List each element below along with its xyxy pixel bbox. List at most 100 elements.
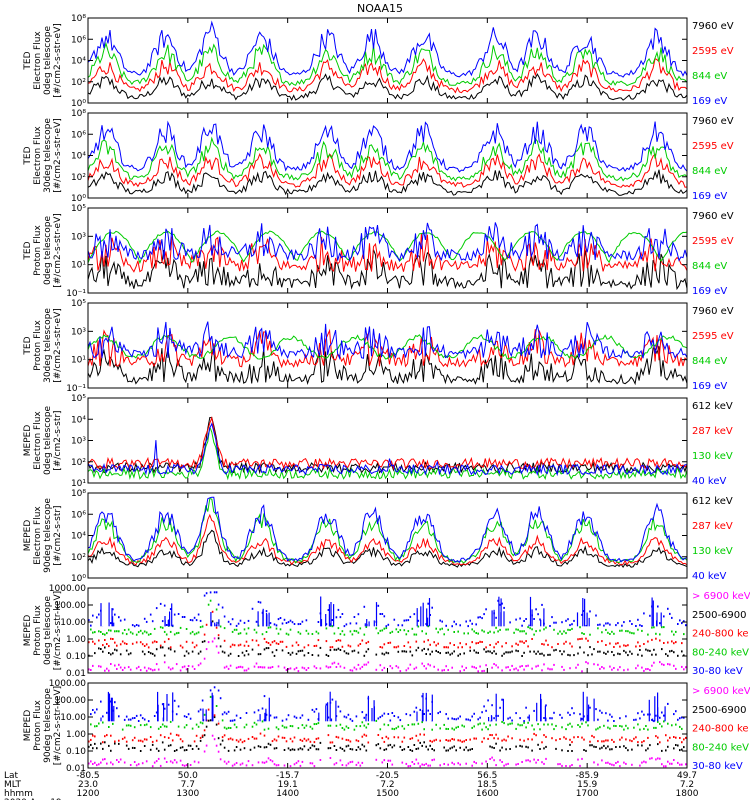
data-point (137, 739, 140, 742)
data-point (577, 638, 579, 641)
data-point (597, 663, 599, 666)
data-point (583, 651, 585, 654)
data-point (283, 749, 286, 751)
data-point (421, 649, 423, 652)
data-point (667, 663, 669, 666)
data-point (589, 740, 591, 743)
data-point (481, 617, 483, 620)
data-point (677, 761, 679, 764)
data-point (611, 668, 613, 671)
data-point (569, 642, 571, 645)
data-point (539, 629, 541, 632)
data-point (92, 614, 94, 617)
data-point (413, 763, 416, 765)
data-point (561, 632, 563, 635)
data-point (203, 633, 206, 636)
data-point (100, 761, 102, 764)
data-point (403, 619, 406, 622)
data-point (329, 646, 332, 649)
data-point (415, 734, 418, 737)
data-point (197, 652, 200, 655)
data-point (219, 743, 222, 746)
data-point (381, 646, 384, 649)
data-point (106, 632, 108, 635)
data-point (559, 630, 561, 633)
data-point (495, 626, 497, 629)
data-point (457, 654, 459, 657)
data-point (329, 724, 332, 727)
data-point (143, 738, 146, 741)
data-point (339, 639, 342, 642)
data-point (112, 608, 114, 611)
y-axis-label: [#/cm2-s-str-eV] (53, 118, 63, 193)
data-point (517, 763, 519, 765)
data-point (431, 606, 433, 609)
data-point (419, 741, 421, 744)
data-point (433, 758, 435, 761)
y-axis-label: TED (23, 51, 33, 70)
data-point (102, 741, 104, 744)
data-point (114, 701, 116, 704)
data-point (108, 645, 110, 648)
data-point (253, 746, 256, 749)
data-point (317, 748, 320, 751)
data-point (351, 650, 354, 653)
data-point (407, 630, 410, 633)
data-point (361, 743, 364, 746)
data-point (145, 631, 148, 634)
data-point (177, 734, 180, 737)
data-point (171, 624, 174, 627)
data-point (513, 668, 515, 671)
data-point (411, 737, 414, 740)
data-point (659, 622, 661, 625)
data-point (247, 760, 250, 763)
data-point (209, 689, 212, 692)
data-point (94, 725, 96, 728)
data-point (189, 632, 192, 635)
data-point (659, 741, 661, 744)
data-point (335, 640, 338, 642)
data-point (463, 669, 465, 672)
x-tick-label: 7.2 (380, 780, 394, 790)
data-point (191, 727, 194, 730)
legend-entry: 40 keV (692, 571, 726, 582)
data-point (175, 733, 178, 736)
data-point (347, 652, 350, 655)
data-point (181, 646, 184, 649)
data-point (183, 764, 186, 767)
x-tick-label: 1400 (276, 789, 299, 799)
data-point (399, 670, 402, 673)
data-point (88, 668, 90, 671)
data-point (301, 666, 304, 669)
data-point (127, 666, 130, 669)
data-point (116, 759, 118, 761)
data-point (425, 762, 427, 765)
data-point (435, 738, 437, 741)
data-point (145, 669, 148, 672)
data-point (619, 717, 621, 720)
data-point (551, 646, 553, 649)
data-point (473, 737, 475, 740)
data-point (543, 717, 545, 719)
data-point (387, 652, 390, 655)
data-point (121, 632, 124, 635)
data-point (551, 668, 553, 671)
data-point (475, 623, 477, 626)
data-point (391, 712, 394, 714)
data-point (173, 613, 176, 616)
data-point (503, 652, 505, 655)
data-point (185, 668, 188, 671)
data-point (599, 623, 601, 626)
data-point (114, 613, 116, 616)
data-point (102, 644, 104, 647)
data-point (219, 758, 222, 761)
data-point (593, 736, 595, 739)
legend-entry: > 6900 keV (692, 686, 750, 697)
data-point (533, 633, 535, 636)
data-point (663, 626, 665, 629)
data-point (681, 716, 683, 719)
data-point (391, 727, 394, 730)
data-point (639, 645, 641, 648)
data-point (351, 669, 354, 672)
